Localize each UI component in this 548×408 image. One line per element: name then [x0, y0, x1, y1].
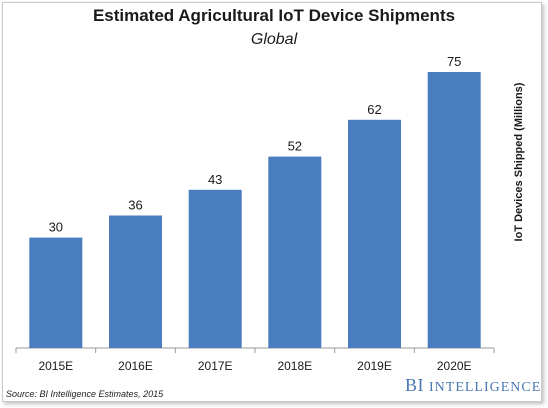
bar-2019E	[348, 119, 401, 348]
x-tick-label-2020E: 2020E	[437, 359, 472, 373]
source-note: Source: BI Intelligence Estimates, 2015	[6, 389, 164, 399]
data-label-2015E: 30	[49, 220, 63, 235]
bar-2020E	[427, 72, 481, 348]
bar-2016E	[109, 215, 162, 348]
x-tick-label-2019E: 2019E	[357, 359, 392, 373]
bar-2018E	[268, 156, 322, 348]
brand-rest: INTELLIGENCE	[429, 380, 542, 395]
x-tick-label-2016E: 2016E	[118, 359, 153, 373]
data-label-2017E: 43	[208, 172, 222, 187]
data-label-2019E: 62	[367, 102, 381, 117]
chart-subtitle: Global	[250, 31, 298, 48]
data-label-2016E: 36	[128, 198, 142, 213]
x-tick-label-2017E: 2017E	[198, 359, 233, 373]
brand-logo: BI INTELLIGENCE	[405, 375, 541, 396]
bar-2017E	[188, 189, 242, 348]
data-label-2020E: 75	[447, 54, 461, 69]
bar-2015E	[29, 237, 83, 348]
data-label-2018E: 52	[288, 139, 302, 154]
chart-title: Estimated Agricultural IoT Device Shipme…	[92, 6, 456, 25]
x-tick-label-2015E: 2015E	[38, 359, 73, 373]
x-tick-label-2018E: 2018E	[277, 359, 312, 373]
brand-prefix: BI	[405, 375, 424, 395]
